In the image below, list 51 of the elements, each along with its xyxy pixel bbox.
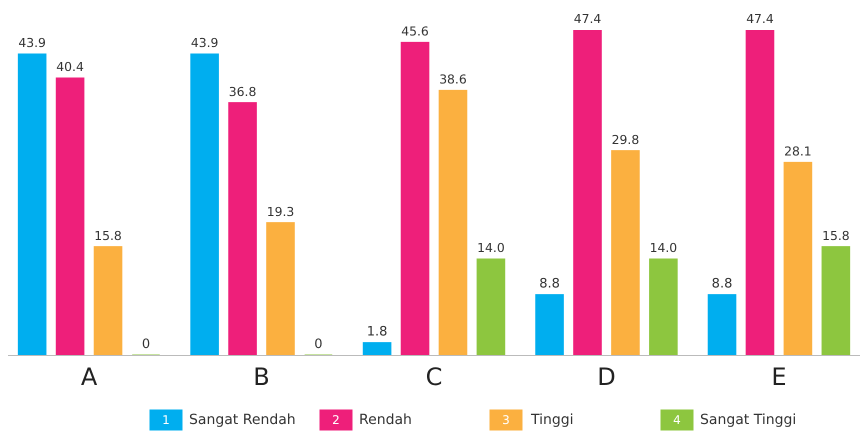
data-label: 36.8 [228, 84, 256, 99]
bar [708, 294, 736, 355]
bar [228, 102, 257, 355]
bar [535, 294, 564, 355]
data-label: 0 [314, 337, 323, 352]
x-tick-label: E [771, 362, 787, 391]
bar [94, 246, 122, 355]
bar [190, 54, 219, 355]
bar [573, 30, 602, 355]
data-label: 19.3 [266, 204, 294, 219]
data-label: 8.8 [539, 276, 560, 292]
text: 3 [502, 413, 510, 427]
legend-label: Tinggi [530, 412, 574, 428]
data-label: 43.9 [190, 36, 218, 50]
data-label: 0 [142, 337, 150, 352]
bar [649, 258, 678, 355]
bar [822, 246, 850, 355]
x-tick-label: A [80, 362, 98, 391]
x-tick-label: C [426, 362, 442, 391]
data-label: 47.4 [574, 11, 602, 26]
text: 2 [332, 413, 340, 427]
x-tick-label: B [253, 362, 270, 391]
bar [611, 150, 640, 355]
data-label: 40.4 [56, 59, 84, 74]
bar [476, 258, 506, 355]
bar [746, 30, 774, 355]
legend-label: Sangat Tinggi [700, 412, 796, 428]
data-label: 45.6 [401, 24, 429, 39]
bar [400, 42, 430, 355]
data-label: 28.1 [784, 144, 812, 159]
data-label: 8.8 [712, 276, 732, 292]
data-label: 47.4 [746, 11, 774, 26]
bar [18, 54, 46, 355]
data-label: 1.8 [366, 324, 388, 340]
bar [438, 90, 468, 355]
text: 1 [162, 413, 170, 427]
text: 4 [673, 413, 681, 427]
data-label: 15.8 [94, 228, 122, 243]
data-label: 38.6 [439, 72, 467, 87]
bar [362, 342, 392, 355]
bar [266, 222, 295, 355]
data-label: 43.9 [18, 36, 46, 50]
legend-label: Rendah [359, 412, 412, 428]
data-label: 14.0 [477, 241, 505, 256]
data-label: 15.8 [822, 228, 850, 243]
bar [784, 162, 812, 355]
data-label: 29.8 [612, 132, 640, 147]
data-label: 14.0 [650, 241, 678, 256]
bar [56, 78, 84, 355]
x-tick-label: D [597, 362, 616, 391]
legend-label: Sangat Rendah [189, 412, 296, 428]
